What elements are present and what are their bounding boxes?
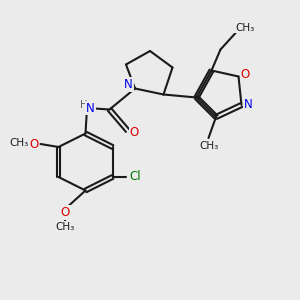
Text: O: O <box>130 126 139 140</box>
Text: H: H <box>80 100 87 110</box>
Text: N: N <box>86 101 95 115</box>
Text: CH₃: CH₃ <box>199 141 218 152</box>
Text: O: O <box>241 68 250 81</box>
Text: CH₃: CH₃ <box>56 222 75 232</box>
Text: O: O <box>29 137 38 151</box>
Text: N: N <box>124 78 133 92</box>
Text: O: O <box>61 206 70 219</box>
Text: Cl: Cl <box>130 170 141 184</box>
Text: CH₃: CH₃ <box>9 137 28 148</box>
Text: N: N <box>244 98 253 112</box>
Text: CH₃: CH₃ <box>235 22 254 33</box>
